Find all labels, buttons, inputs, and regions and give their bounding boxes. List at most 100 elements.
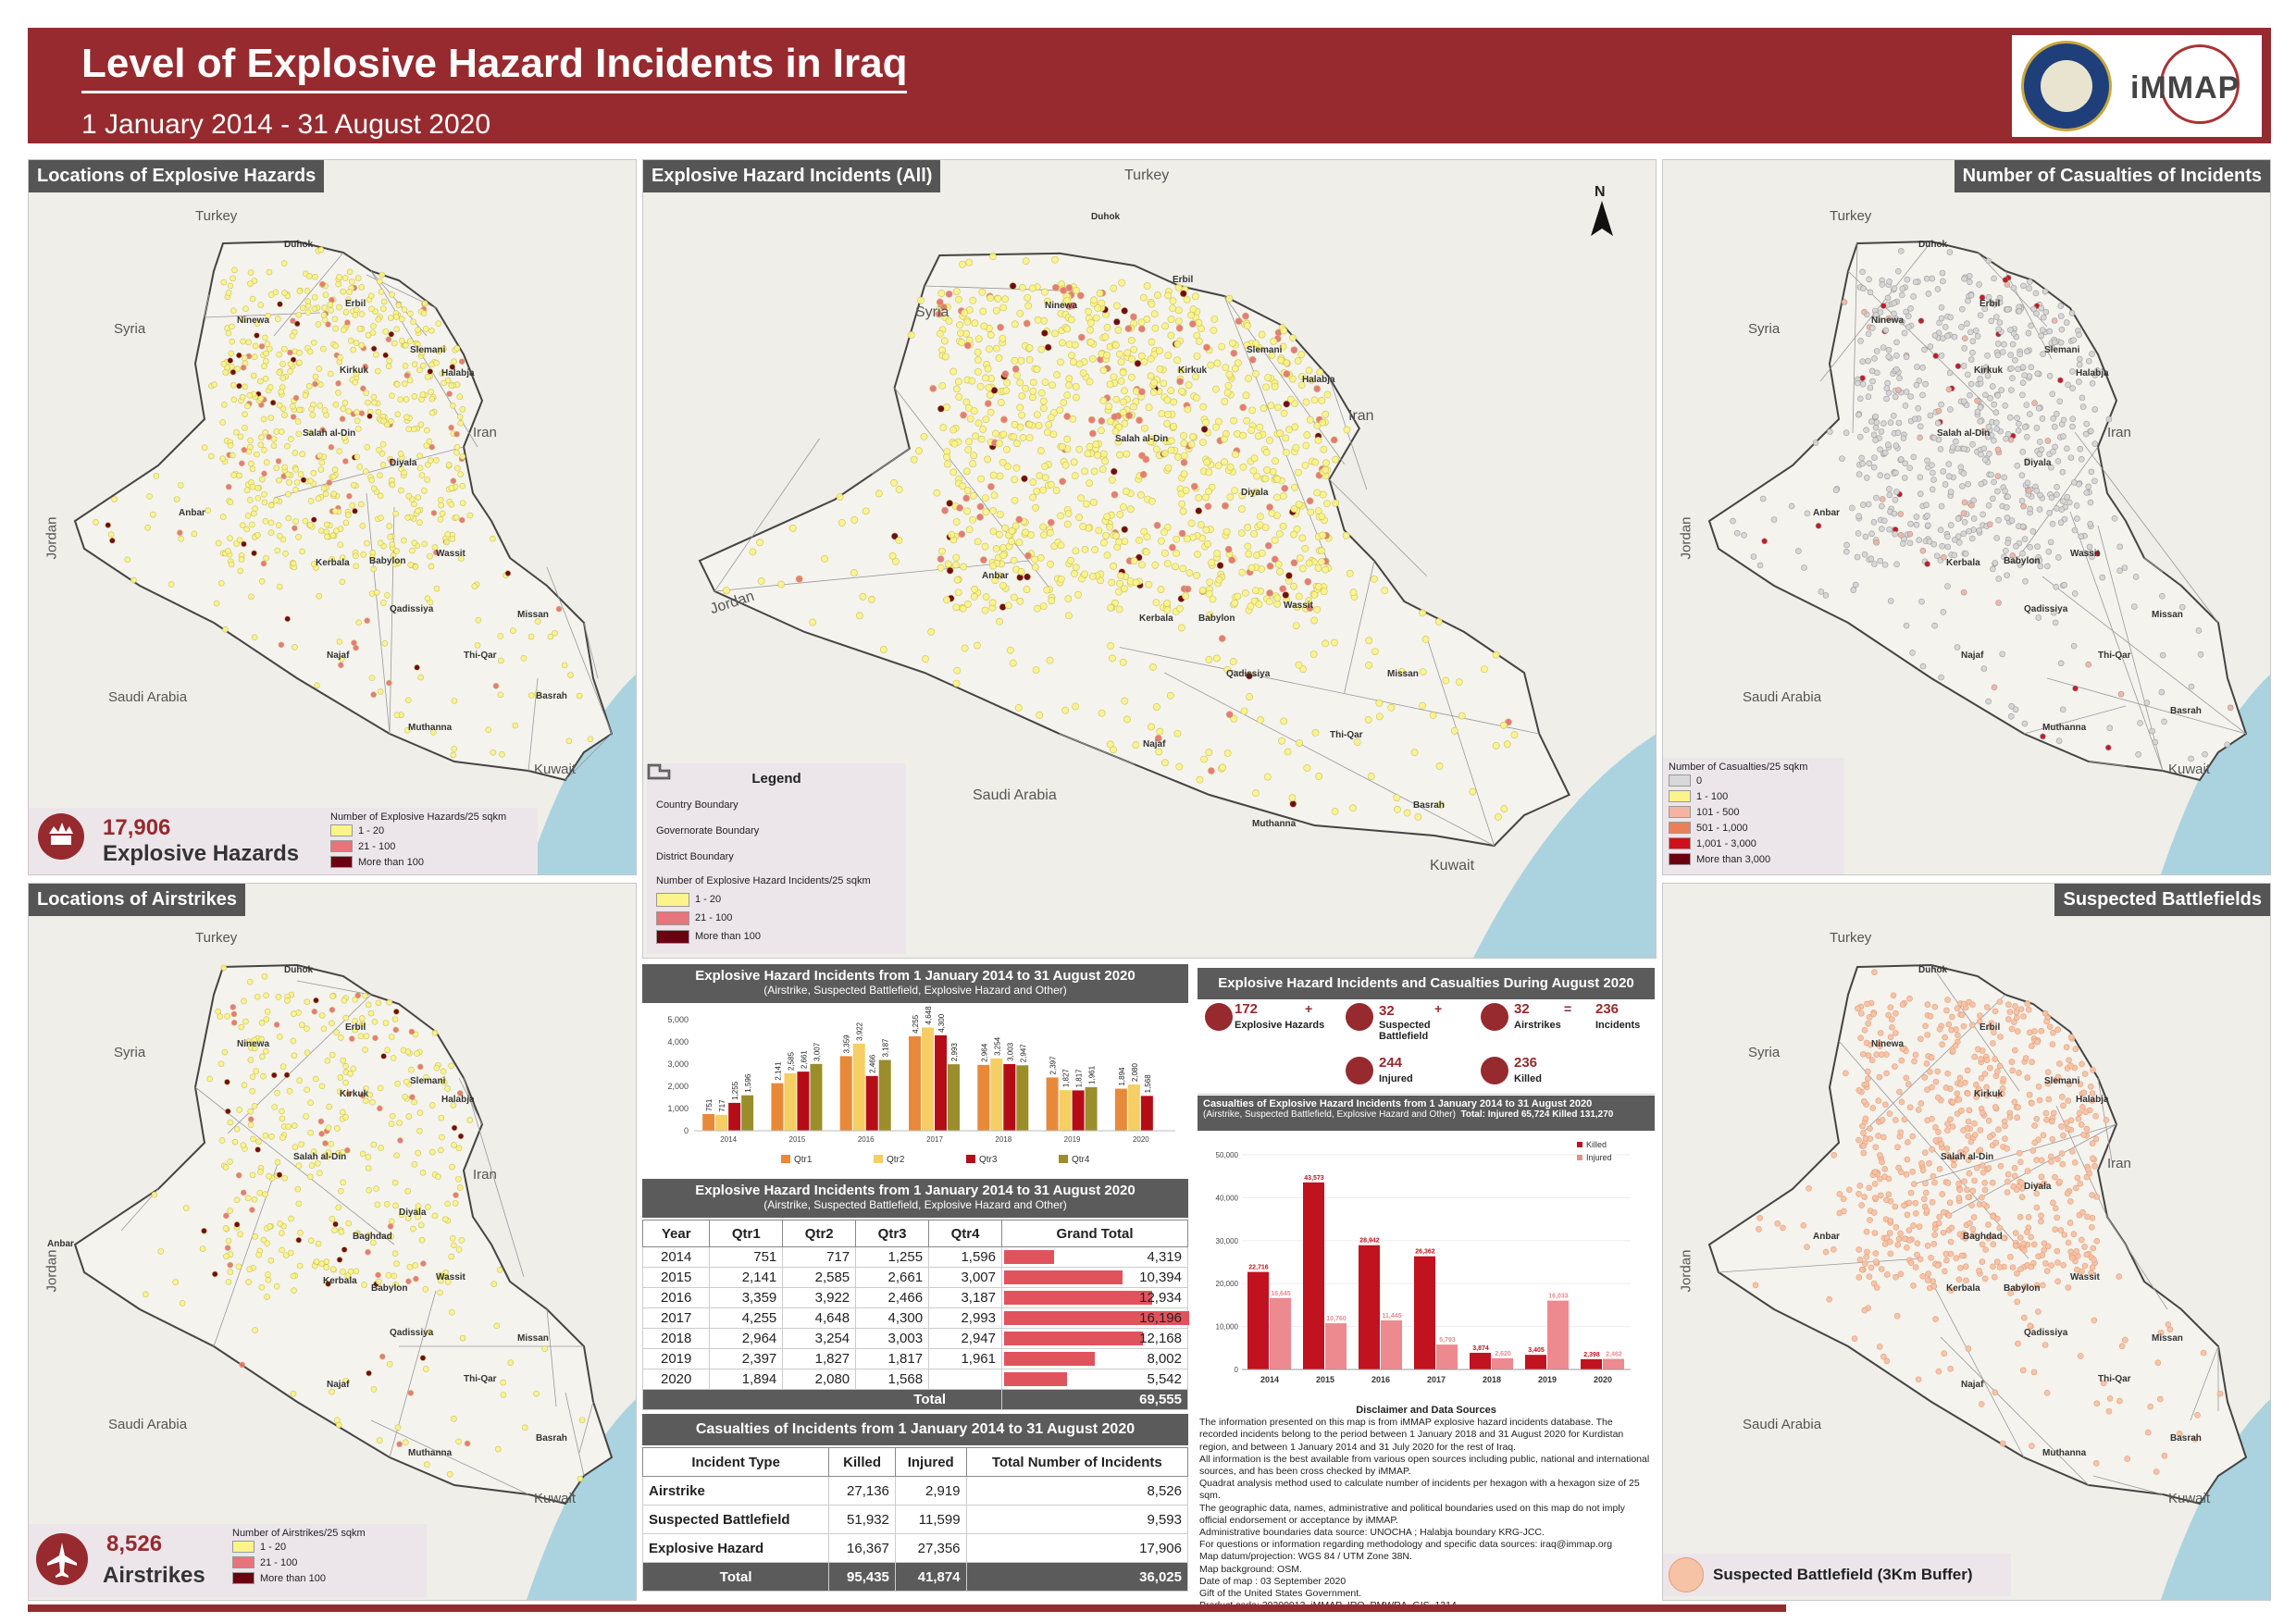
bar-value-label: 2,947 xyxy=(1019,1044,1027,1063)
map-panel-battlefields[interactable]: Suspected Battlefields Turkey Syria Iran… xyxy=(1662,883,2271,1601)
label-kuwait: Kuwait xyxy=(534,1491,577,1506)
map-panel-all-incidents[interactable]: Explosive Hazard Incidents (All) N Turke… xyxy=(642,159,1657,959)
table-cell: 2,080 xyxy=(782,1369,857,1390)
y-tick-label: 0 xyxy=(1235,1366,1239,1374)
header-banner: Level of Explosive Hazard Incidents in I… xyxy=(28,28,2271,143)
legend-item: 1 - 20 xyxy=(358,824,385,836)
map-panel-airstrikes[interactable]: Locations of Airstrikes Turkey Syria Ira… xyxy=(28,883,637,1601)
legend-all: Legend Country Boundary Governorate Boun… xyxy=(647,763,906,954)
column-header: Killed xyxy=(828,1447,896,1477)
bar xyxy=(1414,1256,1435,1369)
city-label: Duhok xyxy=(1091,212,1121,222)
bar xyxy=(1325,1323,1347,1369)
total-cell: 12,168 xyxy=(1001,1328,1188,1349)
bar-value-label: 16,645 xyxy=(1271,1291,1291,1297)
table-cell: 3,007 xyxy=(928,1267,1002,1288)
table-row: 2017 4,255 4,648 4,300 2,993 16,196 xyxy=(641,1307,1189,1329)
legend-title: Number of Airstrikes/25 sqkm xyxy=(232,1528,366,1539)
column-header: Year xyxy=(641,1220,711,1247)
legend-item: 0 xyxy=(1696,774,1703,787)
label-kuwait: Kuwait xyxy=(534,762,577,777)
quarterly-chart-header: Explosive Hazard Incidents from 1 Januar… xyxy=(642,964,1188,1003)
bar-value-label: 751 xyxy=(705,1098,714,1111)
city-label: Ninewa xyxy=(1871,1039,1905,1049)
bar xyxy=(1114,1088,1127,1131)
table-cell: 51,932 xyxy=(828,1505,896,1534)
city-label: Kirkuk xyxy=(1974,365,2004,376)
legend-swatch xyxy=(1577,1142,1582,1147)
disclaimer-line: The information presented on this map is… xyxy=(1199,1417,1624,1453)
plus-sign: + xyxy=(1305,1001,1313,1016)
bar-value-label: 1,961 xyxy=(1088,1065,1097,1084)
total-cell: 95,435 xyxy=(828,1562,896,1592)
city-label: Wassit xyxy=(436,549,465,559)
total-label: Total xyxy=(642,1389,1002,1410)
legend-item: 1,001 - 3,000 xyxy=(1696,837,1756,849)
table-cell: 4,300 xyxy=(855,1307,930,1329)
legend-swatch xyxy=(330,856,353,868)
table-cell: 2016 xyxy=(641,1287,711,1308)
hazards-label: Explosive Hazards xyxy=(103,841,300,866)
airplane-icon xyxy=(1481,1003,1508,1031)
legend-item: More than 100 xyxy=(358,856,424,868)
table-row: 2014 751 717 1,255 1,596 4,319 xyxy=(641,1246,1188,1268)
city-label: Muthanna xyxy=(2042,1448,2087,1458)
bar-value-label: 1,817 xyxy=(1075,1069,1084,1088)
aug-injured-count: 244 xyxy=(1379,1055,1403,1071)
y-tick-label: 2,000 xyxy=(667,1082,689,1091)
bar-value-label: 1,568 xyxy=(1144,1074,1152,1094)
bar-value-label: 3,003 xyxy=(1006,1042,1014,1061)
north-label: N xyxy=(1595,184,1606,200)
legend-swatch xyxy=(330,840,353,852)
map-battlefields[interactable] xyxy=(1663,884,2270,1600)
city-label: Najaf xyxy=(1143,739,1166,750)
disclaimer-line: The geographic data, names, administrati… xyxy=(1199,1502,1625,1526)
city-label: Babylon xyxy=(1198,613,1235,624)
city-label: Missan xyxy=(2152,610,2183,620)
legend-item: 21 - 100 xyxy=(260,1556,298,1568)
legend-item: 1 - 20 xyxy=(260,1541,287,1553)
plus-sign: + xyxy=(1434,1001,1443,1016)
legend-battlefields: Suspected Battlefield (3Km Buffer) xyxy=(1663,1554,2011,1596)
city-label: Erbil xyxy=(1980,299,2001,309)
table-row: 2016 3,359 3,922 2,466 3,187 12,934 xyxy=(641,1287,1188,1308)
panel-title: Locations of Airstrikes xyxy=(29,884,245,916)
label-kuwait: Kuwait xyxy=(2168,1491,2211,1506)
bar xyxy=(1303,1182,1324,1369)
city-label: Ninewa xyxy=(237,1039,270,1049)
label-jordan: Jordan xyxy=(1678,1249,1694,1293)
city-label: Duhok xyxy=(284,240,314,250)
map-casualties[interactable] xyxy=(1663,160,2270,874)
map-airstrikes[interactable] xyxy=(29,884,636,1600)
bar-value-label: 2,620 xyxy=(1495,1351,1511,1357)
table-row: 2019 2,397 1,827 1,817 1,961 8,002 xyxy=(641,1348,1188,1369)
label-iran: Iran xyxy=(2107,425,2131,440)
panel-title: Locations of Explosive Hazards xyxy=(29,160,325,192)
bar-value-label: 2,141 xyxy=(774,1061,782,1081)
map-panel-casualties[interactable]: Number of Casualties of Incidents Turkey… xyxy=(1662,159,2271,875)
map-panel-explosive-hazards[interactable]: Locations of Explosive Hazards Turkey Sy… xyxy=(28,159,637,875)
column-header: Grand Total xyxy=(1001,1220,1188,1247)
quarterly-bar-chart: 0 1,000 2,000 3,000 4,000 5,000 751 717 1,255 1,5… xyxy=(667,1006,1175,1165)
legend-title: Number of Explosive Hazard Incidents/25 … xyxy=(656,875,871,886)
table-cell: 2014 xyxy=(641,1246,711,1268)
table-cell: 3,003 xyxy=(855,1328,930,1349)
bar xyxy=(1003,1063,1016,1131)
column-header: Qtr2 xyxy=(782,1220,857,1247)
table-cell: 1,596 xyxy=(928,1246,1002,1268)
bar xyxy=(1492,1357,1513,1369)
legend-swatch xyxy=(1669,806,1691,818)
bar xyxy=(741,1095,754,1131)
city-label: Anbar xyxy=(179,508,205,518)
legend-title: Number of Casualties/25 sqkm xyxy=(1669,762,1808,773)
bar xyxy=(1127,1084,1140,1131)
table-cell: 3,922 xyxy=(782,1287,857,1308)
bar-value-label: 2,661 xyxy=(800,1050,808,1070)
city-label: Kerbala xyxy=(323,1276,357,1286)
city-label: Muthanna xyxy=(1252,819,1297,829)
map-explosive-hazards[interactable] xyxy=(29,160,636,874)
legend-item: More than 3,000 xyxy=(1696,853,1771,865)
x-tick-label: 2016 xyxy=(1371,1375,1390,1384)
footer-bar xyxy=(28,1604,1786,1612)
bar xyxy=(771,1083,784,1131)
